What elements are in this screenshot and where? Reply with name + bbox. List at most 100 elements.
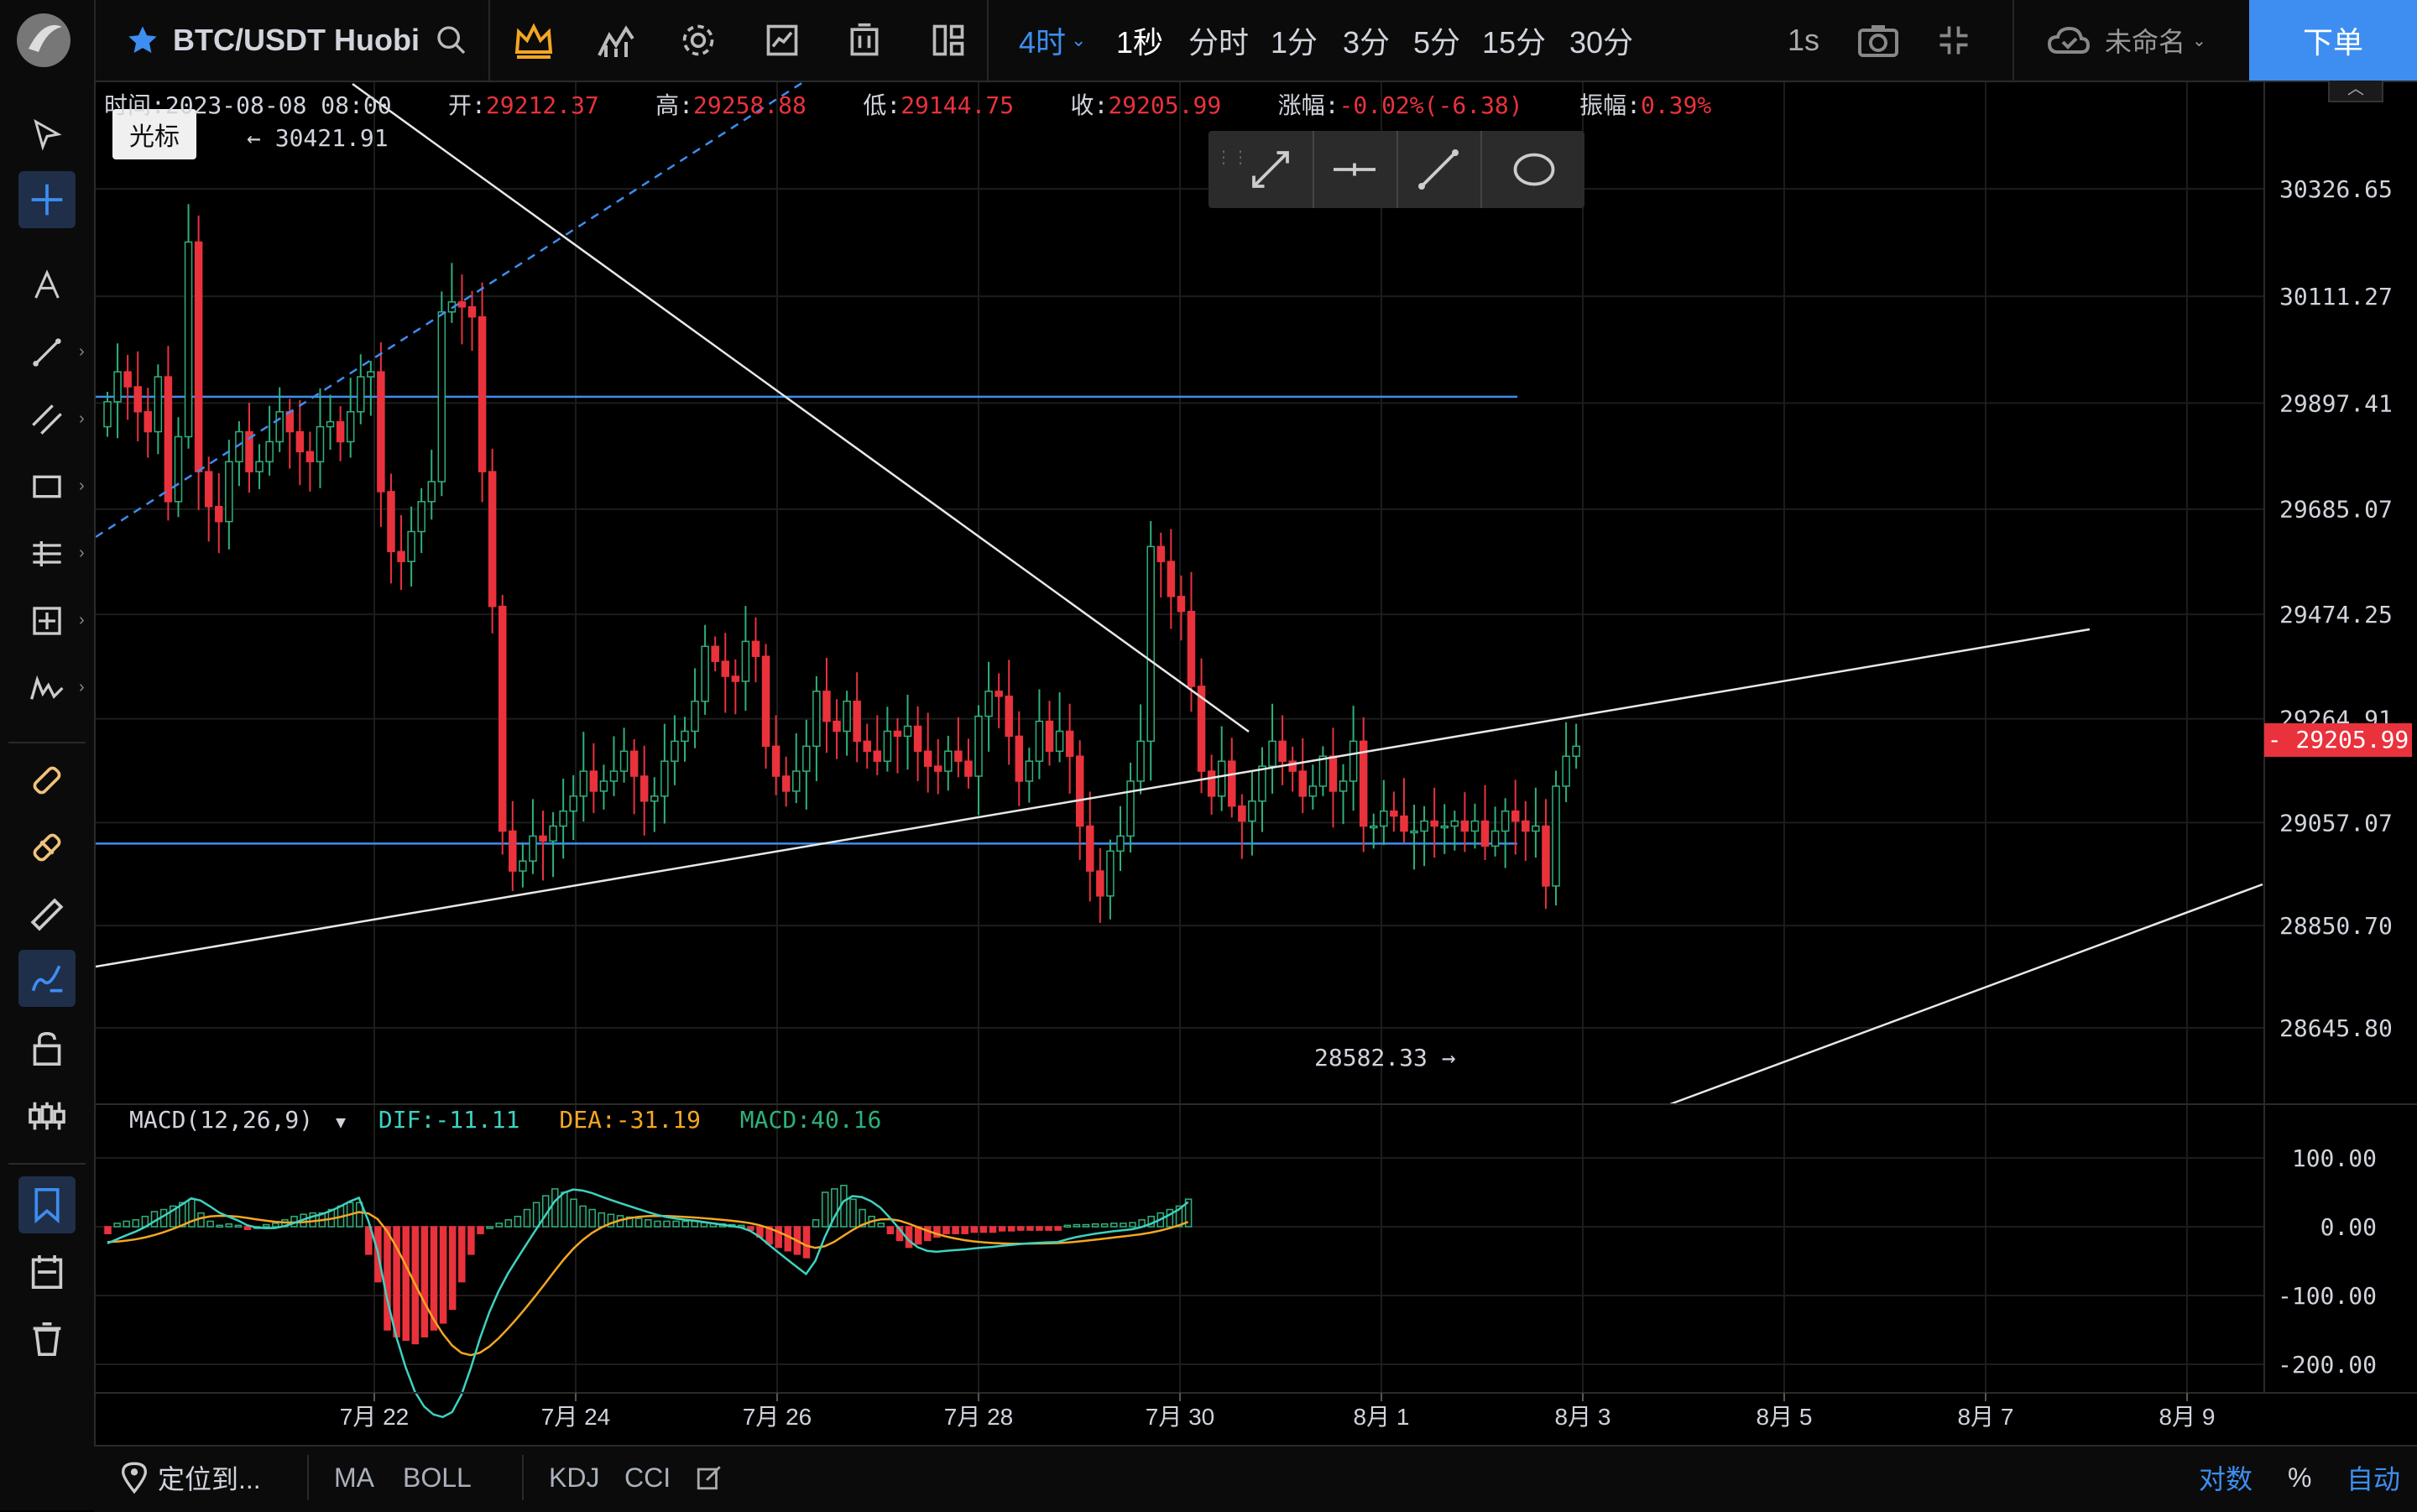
candle-body	[1005, 696, 1013, 738]
indicator-chart-icon[interactable]	[596, 0, 636, 81]
macd-bar	[1100, 1223, 1109, 1228]
low-price-marker: 28582.33 →	[1314, 1044, 1456, 1071]
candle-body	[1288, 760, 1297, 772]
tick-interval-label[interactable]: 1s	[1788, 23, 1820, 57]
candle-body	[1480, 820, 1490, 847]
macd-legend: MACD(12,26,9) ▼ DIF:-11.11 DEA:-31.19 MA…	[129, 1106, 881, 1134]
macd-bar	[1045, 1226, 1052, 1231]
cursor-arrow-icon[interactable]	[18, 106, 76, 163]
candle-body	[619, 750, 629, 772]
candle-body	[1207, 770, 1216, 797]
percent-scale-toggle[interactable]: %	[2288, 1462, 2312, 1493]
auto-scale-toggle[interactable]: 自动	[2347, 1464, 2401, 1494]
interval-1s[interactable]: 1秒	[1116, 25, 1164, 60]
crosshair-icon[interactable]	[18, 171, 76, 228]
bookmark-icon[interactable]	[18, 1176, 76, 1233]
magnet-icon[interactable]	[18, 752, 76, 809]
candle-body	[691, 701, 699, 733]
horizontal-line-icon[interactable]	[1329, 144, 1380, 195]
macd-bar	[914, 1226, 922, 1245]
lock-icon[interactable]	[18, 1020, 76, 1077]
fullscreen-icon[interactable]	[1935, 0, 1972, 81]
interval-5m[interactable]: 5分	[1413, 25, 1461, 60]
search-icon[interactable]	[435, 0, 468, 81]
candle-body	[478, 315, 487, 472]
indicator-ma[interactable]: MA	[334, 1462, 374, 1493]
ruler-icon[interactable]	[18, 886, 76, 943]
candle-body	[1501, 810, 1510, 832]
calendar-icon[interactable]	[18, 1243, 76, 1301]
indicator-kdj[interactable]: KDJ	[549, 1462, 600, 1493]
candle-body	[1470, 820, 1480, 832]
expand-arrow-icon[interactable]: ›	[79, 544, 85, 562]
macd-label[interactable]: MACD(12,26,9)	[129, 1106, 314, 1134]
indicator-cci[interactable]: CCI	[624, 1462, 671, 1493]
macd-bar	[309, 1212, 316, 1228]
dif-value: DIF:-11.11	[378, 1106, 520, 1134]
layout-icon[interactable]	[930, 0, 967, 81]
interval-4h[interactable]: 4时 ⌄	[1019, 25, 1087, 60]
interval-timeline[interactable]: 分时	[1188, 25, 1250, 60]
pattern-tool-icon[interactable]	[18, 660, 76, 717]
expand-arrow-icon[interactable]: ›	[79, 678, 85, 696]
candle-body	[843, 701, 851, 733]
macd-bar	[607, 1213, 615, 1228]
edit-indicators-icon[interactable]	[695, 1445, 723, 1510]
candle-body	[751, 640, 760, 657]
expand-arrow-icon[interactable]: ›	[79, 409, 85, 428]
time-tick-label: 8月 1	[1354, 1404, 1410, 1430]
candle-body	[1390, 810, 1398, 817]
macd-bar	[477, 1226, 484, 1234]
trendline-tool-icon[interactable]	[18, 324, 76, 381]
expand-arrow-icon[interactable]: ›	[79, 477, 85, 495]
settings-gear-icon[interactable]	[680, 0, 717, 81]
interval-3m[interactable]: 3分	[1343, 25, 1391, 60]
dropdown-triangle-icon[interactable]: ▼	[336, 1112, 347, 1132]
time-tick-label: 7月 26	[743, 1404, 812, 1430]
segment-line-icon[interactable]	[1413, 144, 1464, 195]
interval-15m[interactable]: 15分	[1482, 25, 1547, 60]
candle-body	[539, 835, 547, 842]
text-tool-icon[interactable]	[18, 257, 76, 314]
chart-type-icon[interactable]	[764, 0, 801, 81]
candle-body	[1542, 825, 1550, 887]
candle-body	[1136, 740, 1145, 782]
stay-draw-icon[interactable]	[18, 819, 76, 876]
trendline-dashed	[95, 79, 807, 539]
macd-bar	[654, 1220, 661, 1228]
collapse-chevron-icon[interactable]: ︿	[2328, 81, 2383, 102]
candle-body	[1187, 610, 1196, 687]
crown-icon[interactable]	[514, 0, 554, 81]
fib-tool-icon[interactable]	[18, 525, 76, 582]
candle-body	[954, 750, 963, 762]
brush-icon[interactable]	[18, 950, 76, 1007]
cloud-icon[interactable]	[2046, 0, 2091, 81]
layout-name-dropdown[interactable]: 未命名 ⌄	[2105, 27, 2206, 57]
rectangle-tool-icon[interactable]	[18, 458, 76, 515]
macd-value: MACD:40.16	[739, 1106, 882, 1134]
indicator-boll[interactable]: BOLL	[403, 1462, 472, 1493]
favorite-star-icon[interactable]	[126, 0, 159, 81]
interval-1m[interactable]: 1分	[1271, 25, 1318, 60]
interval-30m[interactable]: 30分	[1569, 25, 1634, 60]
log-scale-toggle[interactable]: 对数	[2199, 1464, 2253, 1494]
candle-body	[1258, 765, 1266, 802]
measure-tool-icon[interactable]	[18, 592, 76, 649]
symbol-name[interactable]: BTC/USDT Huobi	[173, 23, 420, 57]
ellipse-icon[interactable]	[1509, 144, 1559, 195]
drag-handle-icon[interactable]: ⋮⋮	[1215, 149, 1249, 167]
hide-drawings-icon[interactable]	[18, 1087, 76, 1144]
ray-line-icon[interactable]	[1245, 144, 1296, 195]
camera-icon[interactable]	[1856, 0, 1900, 81]
place-order-button[interactable]: 下单	[2249, 0, 2417, 81]
trash-icon[interactable]	[18, 1311, 76, 1368]
template-icon[interactable]	[846, 0, 883, 81]
expand-arrow-icon[interactable]: ›	[79, 611, 85, 629]
locate-button[interactable]: 定位到...	[119, 1445, 261, 1510]
candle-body	[549, 825, 557, 842]
candle-body	[1349, 740, 1358, 782]
expand-arrow-icon[interactable]: ›	[79, 342, 85, 361]
channel-tool-icon[interactable]	[18, 391, 76, 448]
macd-bar	[933, 1226, 941, 1238]
